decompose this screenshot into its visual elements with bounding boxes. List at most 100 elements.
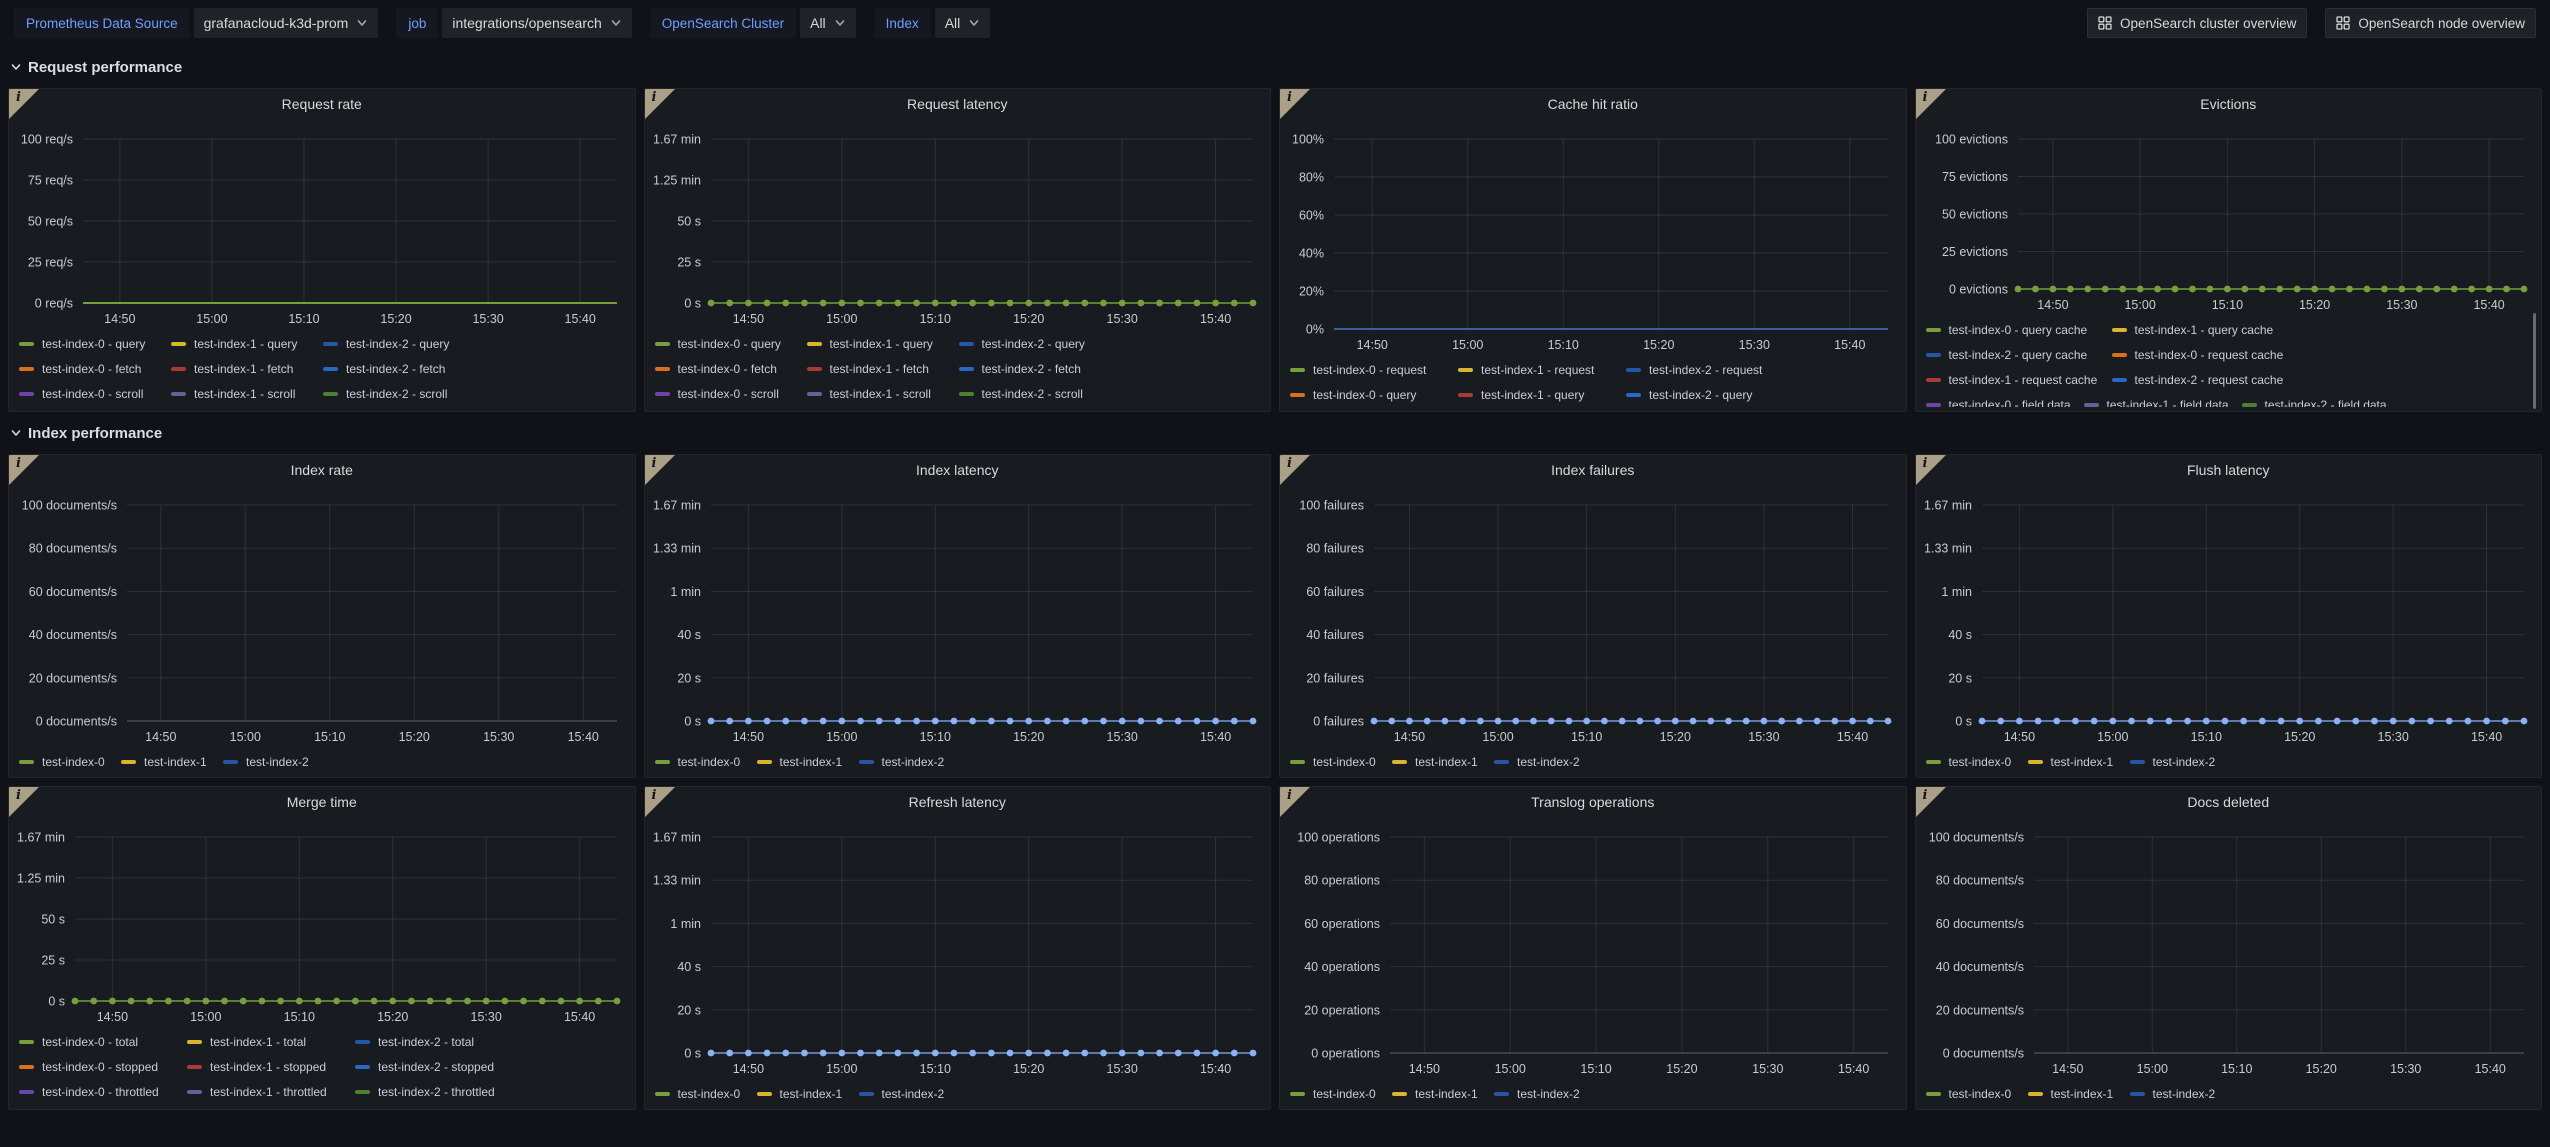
legend-item[interactable]: test-index-0 - scroll [19,387,171,401]
panel-info-corner[interactable]: i [9,787,39,817]
panel-info-corner[interactable]: i [9,455,39,485]
legend-item[interactable]: test-index-1 - throttled [187,1085,355,1099]
panel-info-corner[interactable]: i [1280,455,1310,485]
chart-canvas[interactable]: 100 documents/s 80 documents/s 60 document… [9,455,635,751]
panel-title[interactable]: Refresh latency [908,794,1006,810]
panel-info-corner[interactable]: i [644,89,675,119]
panel-info-corner[interactable]: i [1915,787,1946,817]
chart-canvas[interactable]: 1.67 min 1.33 min 1 min 40 s 20 s 0 s 14:50 15:… [645,455,1271,751]
legend-item[interactable]: test-index-0 - request cache [2111,348,2298,362]
legend-item[interactable]: test-index-1 [1392,755,1494,769]
legend-item[interactable]: test-index-0 [1925,1087,2028,1101]
panel-title[interactable]: Index latency [916,462,999,478]
panel-title[interactable]: Request latency [907,96,1008,112]
section-header-index-performance[interactable]: Index performance [0,412,2550,454]
chart-canvas[interactable]: 100 operations 80 operations 60 operations… [1280,787,1906,1083]
legend-item[interactable]: test-index-0 - total [19,1035,187,1049]
chart-canvas[interactable]: 100 evictions 75 evictions 50 evictions 25 … [1916,89,2542,319]
chart-canvas[interactable]: 100% 80% 60% 40% 20% 0% 14:50 15:00 15:10 15:20 15… [1280,89,1906,359]
panel-title[interactable]: Flush latency [2187,462,2270,478]
legend-item[interactable]: test-index-2 - query [1626,388,1794,402]
legend-item[interactable]: test-index-2 - fetch [323,362,475,376]
panel-info-corner[interactable]: i [644,455,675,485]
panel-info-corner[interactable]: i [1280,787,1310,817]
legend-item[interactable]: test-index-1 [756,755,859,769]
legend-item[interactable]: test-index-2 [2129,1087,2232,1101]
chart-canvas[interactable]: 1.67 min 1.33 min 1 min 40 s 20 s 0 s 14:50 15:… [1916,455,2542,751]
panel-info-corner[interactable]: i [1915,455,1946,485]
variable-value-job[interactable]: integrations/opensearch [442,8,632,38]
legend-item[interactable]: test-index-1 - request [1458,363,1626,377]
panel-info-corner[interactable]: i [1915,89,1946,119]
legend-item[interactable]: test-index-0 [1290,1087,1392,1101]
section-header-request-performance[interactable]: Request performance [0,46,2550,88]
legend-item[interactable]: test-index-2 - total [355,1035,523,1049]
legend-item[interactable]: test-index-1 - fetch [806,362,959,376]
legend-item[interactable]: test-index-1 - total [187,1035,355,1049]
variable-value-index[interactable]: All [934,8,991,38]
legend-item[interactable]: test-index-2 - query [958,337,1111,351]
variable-label-opensearch-cluster[interactable]: OpenSearch Cluster [649,8,797,38]
link-button-opensearch-node-overview[interactable]: OpenSearch node overview [2325,8,2536,38]
legend-item[interactable]: test-index-0 - stopped [19,1060,187,1074]
chart-canvas[interactable]: 100 documents/s 80 documents/s 60 document… [1916,787,2542,1083]
panel-title[interactable]: Docs deleted [2187,794,2270,810]
variable-value-opensearch-cluster[interactable]: All [800,8,856,38]
variable-value-prometheus-data-source[interactable]: grafanacloud-k3d-prom [193,8,379,38]
legend-item[interactable]: test-index-1 - stopped [187,1060,355,1074]
legend-item[interactable]: test-index-1 [1392,1087,1494,1101]
legend-item[interactable]: test-index-0 - query [1290,388,1458,402]
legend-item[interactable]: test-index-1 - query [806,337,959,351]
legend-item[interactable]: test-index-0 - query [654,337,807,351]
legend-item[interactable]: test-index-0 - query [19,337,171,351]
legend-item[interactable]: test-index-0 [654,755,757,769]
legend-item[interactable]: test-index-2 [2129,755,2232,769]
chart-canvas[interactable]: 100 req/s 75 req/s 50 req/s 25 req/s 0 req/s… [9,89,635,333]
panel-title[interactable]: Merge time [286,794,357,810]
legend-item[interactable]: test-index-1 - query [1458,388,1626,402]
legend-item[interactable]: test-index-2 - throttled [355,1085,523,1099]
legend-item[interactable]: test-index-0 - fetch [19,362,171,376]
legend-item[interactable]: test-index-1 [121,755,223,769]
legend-item[interactable]: test-index-1 - fetch [171,362,323,376]
legend-item[interactable]: test-index-0 [19,755,121,769]
legend-item[interactable]: test-index-2 [1494,755,1596,769]
panel-title[interactable]: Index failures [1551,462,1635,478]
legend-item[interactable]: test-index-0 - query cache [1925,323,2112,337]
variable-label-prometheus-data-source[interactable]: Prometheus Data Source [14,8,190,38]
legend-item[interactable]: test-index-2 - scroll [958,387,1111,401]
legend-item[interactable]: test-index-1 [756,1087,859,1101]
chart-canvas[interactable]: 1.67 min 1.25 min 50 s 25 s 0 s 14:50 15:00 15:… [645,89,1271,333]
link-button-opensearch-cluster-overview[interactable]: OpenSearch cluster overview [2087,8,2308,38]
legend-item[interactable]: test-index-2 - stopped [355,1060,523,1074]
legend-item[interactable]: test-index-2 [858,755,961,769]
legend-scrollbar[interactable] [2533,313,2536,409]
legend-item[interactable]: test-index-2 [223,755,325,769]
legend-item[interactable]: test-index-1 - scroll [806,387,959,401]
legend-item[interactable]: test-index-2 - request cache [2111,373,2298,387]
legend-item[interactable]: test-index-1 - scroll [171,387,323,401]
panel-info-corner[interactable]: i [9,89,39,119]
legend-item[interactable]: test-index-0 - throttled [19,1085,187,1099]
legend-item[interactable]: test-index-2 - fetch [958,362,1111,376]
chart-canvas[interactable]: 1.67 min 1.33 min 1 min 40 s 20 s 0 s 14:50 15:… [645,787,1271,1083]
legend-item[interactable]: test-index-0 [654,1087,757,1101]
legend-item[interactable]: test-index-1 - field data [2083,398,2242,407]
legend-item[interactable]: test-index-2 - query cache [1925,348,2112,362]
legend-item[interactable]: test-index-2 - field data [2241,398,2400,407]
variable-label-job[interactable]: job [396,8,439,38]
panel-title[interactable]: Translog operations [1531,794,1655,810]
panel-title[interactable]: Request rate [281,96,362,112]
panel-info-corner[interactable]: i [1280,89,1310,119]
panel-title[interactable]: Index rate [290,462,353,478]
legend-item[interactable]: test-index-0 [1925,755,2028,769]
legend-item[interactable]: test-index-0 - scroll [654,387,807,401]
legend-item[interactable]: test-index-1 [2027,755,2130,769]
legend-item[interactable]: test-index-0 - fetch [654,362,807,376]
legend-item[interactable]: test-index-2 [858,1087,961,1101]
panel-info-corner[interactable]: i [644,787,675,817]
panel-title[interactable]: Cache hit ratio [1547,96,1638,112]
legend-item[interactable]: test-index-0 [1290,755,1392,769]
legend-item[interactable]: test-index-2 - scroll [323,387,475,401]
variable-label-index[interactable]: Index [873,8,931,38]
